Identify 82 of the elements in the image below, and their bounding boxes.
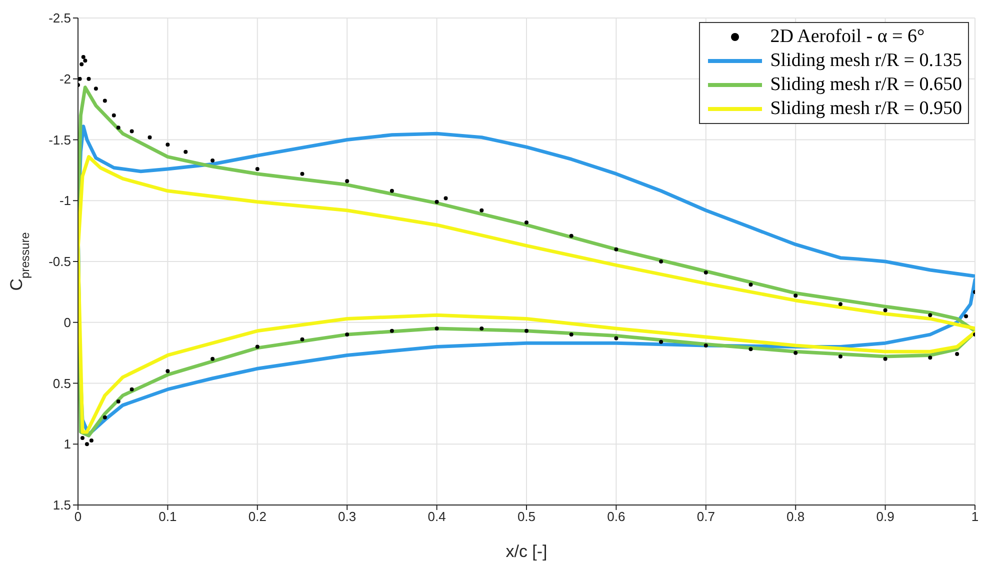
point — [102, 98, 107, 103]
x-tick-label: 1 — [971, 509, 979, 524]
y-tick-label: -1 — [59, 193, 71, 208]
point — [84, 442, 89, 446]
point — [130, 387, 134, 392]
y-tick-label: -1.5 — [48, 132, 71, 148]
point — [524, 328, 528, 333]
legend-label: Sliding mesh r/R = 0.650 — [770, 73, 962, 97]
point — [928, 356, 932, 360]
point — [255, 344, 260, 349]
point — [748, 347, 753, 352]
point — [184, 150, 188, 154]
point — [83, 58, 88, 63]
point — [524, 220, 528, 225]
y-tick-label: -0.5 — [48, 254, 71, 270]
point — [614, 247, 618, 252]
point — [390, 188, 394, 193]
point — [434, 200, 439, 204]
point — [794, 294, 798, 298]
point — [130, 129, 134, 134]
y-tick-label: -2 — [59, 71, 71, 86]
point — [116, 126, 120, 130]
point — [614, 336, 618, 340]
y-tick-label: 1 — [64, 436, 71, 452]
point — [102, 415, 107, 420]
point — [210, 158, 215, 162]
x-tick-label: 0.6 — [607, 509, 626, 524]
x-tick-label: 0.2 — [248, 509, 266, 524]
x-tick-label: 0.9 — [876, 509, 894, 524]
legend-label: Sliding mesh r/R = 0.950 — [770, 97, 962, 121]
point — [838, 354, 842, 358]
y-tick-label: 0.5 — [52, 376, 71, 391]
point — [94, 86, 98, 91]
point — [659, 260, 664, 264]
y-tick-label: 1.5 — [52, 498, 71, 513]
point — [255, 166, 260, 171]
x-tick-label: 0.7 — [696, 509, 715, 524]
point — [112, 113, 116, 118]
point — [444, 196, 448, 200]
point — [928, 313, 932, 318]
point — [166, 369, 170, 374]
point — [80, 62, 84, 66]
x-axis-title: x/c [-] — [506, 542, 548, 561]
x-tick-label: 0.8 — [786, 509, 805, 524]
point — [300, 172, 304, 176]
point — [569, 332, 574, 337]
point — [116, 400, 120, 404]
point — [883, 308, 888, 312]
point — [883, 356, 888, 361]
legend-label: Sliding mesh r/R = 0.135 — [770, 49, 962, 73]
point — [434, 326, 439, 330]
point — [148, 135, 152, 140]
point — [704, 344, 708, 348]
point — [166, 142, 170, 147]
y-tick-label: 0 — [64, 314, 71, 330]
point — [955, 352, 960, 356]
point — [78, 76, 82, 81]
x-tick-label: 0.5 — [517, 509, 536, 524]
x-tick-label: 0.1 — [158, 509, 177, 524]
point — [964, 314, 968, 318]
point — [748, 282, 753, 287]
point — [89, 438, 94, 442]
point — [704, 270, 708, 274]
point — [345, 179, 350, 184]
point — [81, 54, 86, 59]
point — [345, 332, 350, 337]
point — [210, 356, 215, 361]
x-tick-label: 0.3 — [338, 509, 356, 524]
point — [80, 436, 84, 440]
y-tick-label: -2.5 — [48, 10, 71, 26]
point — [794, 350, 798, 355]
point — [390, 328, 394, 333]
x-tick-label: 0.4 — [428, 509, 446, 524]
point — [480, 326, 484, 330]
x-tick-label: 0 — [74, 509, 82, 524]
point — [480, 208, 484, 212]
point — [659, 340, 664, 344]
point — [569, 234, 574, 238]
legend-label: 2D Aerofoil - α = 6° — [770, 25, 925, 49]
point — [838, 302, 842, 306]
point — [86, 76, 91, 81]
point — [300, 337, 304, 342]
